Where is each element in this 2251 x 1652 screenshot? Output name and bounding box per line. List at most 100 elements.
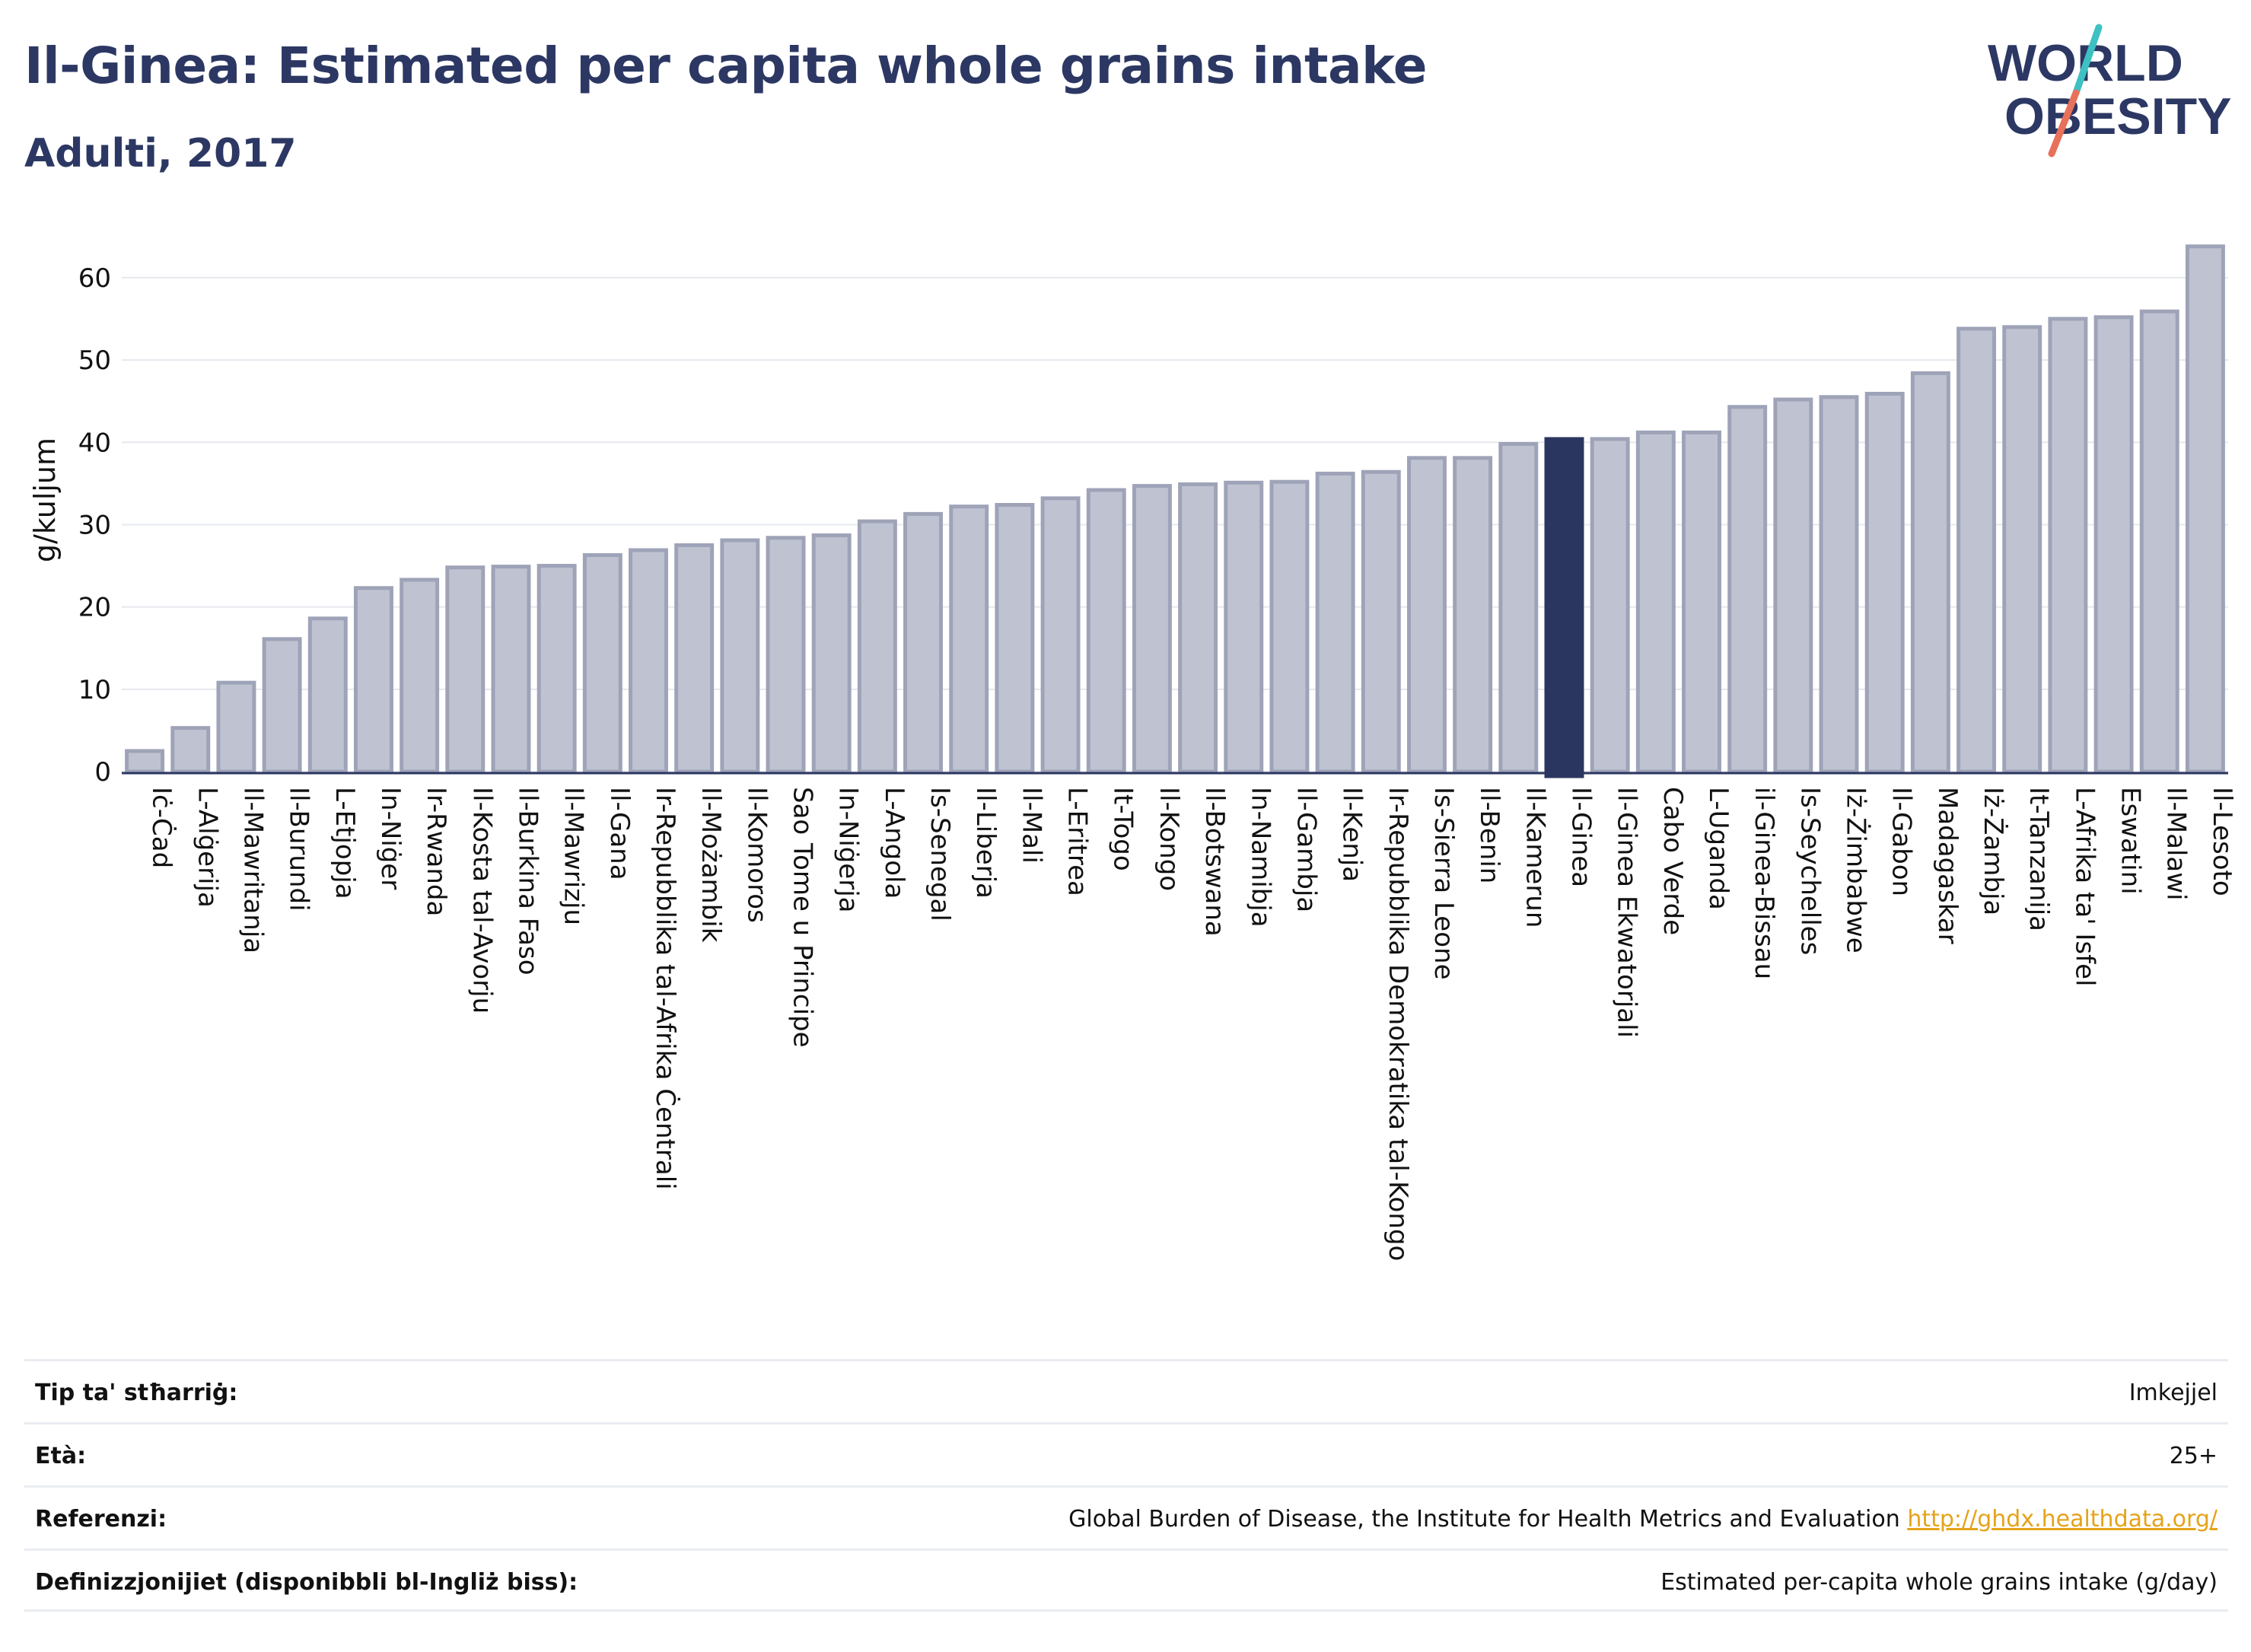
bar-il-mo-ambik[interactable] — [674, 543, 715, 774]
y-tick-label: 40 — [78, 428, 111, 458]
bar-is-seychelles[interactable] — [1773, 397, 1813, 774]
info-row-survey-type: Tip ta' stħarriġ: Imkejjel — [24, 1359, 2228, 1422]
bar-sao-tome-u-principe[interactable] — [766, 536, 806, 774]
x-tick-label: Il-Botswana — [1199, 787, 1230, 937]
bar-in-namibja[interactable] — [1224, 480, 1264, 774]
x-tick-label: Il-Kosta tal-Avorju — [466, 787, 497, 1014]
y-axis-label: g/kuljum — [28, 438, 62, 562]
x-tick-label: L-Angola — [879, 787, 909, 899]
x-tick-label: Il-Malawi — [2161, 787, 2192, 900]
bar-l-uganda[interactable] — [1682, 430, 1721, 774]
bar-il-gabon[interactable] — [1864, 391, 1905, 774]
x-tick-label: It-Tanzanija — [2023, 787, 2054, 931]
bar-madagaskar[interactable] — [1910, 371, 1950, 774]
bar-il-burkina-faso[interactable] — [491, 565, 531, 774]
bar-il-lesoto[interactable] — [2185, 244, 2225, 774]
x-tick-label: Is-Senegal — [925, 787, 955, 921]
x-tick-label: Il-Kongo — [1154, 787, 1184, 891]
bar-il-ginea[interactable] — [1544, 437, 1584, 778]
reference-link[interactable]: http://ghdx.healthdata.org/ — [1907, 1506, 2218, 1533]
bar-i-imbabwe[interactable] — [1819, 395, 1859, 774]
reference-text: Global Burden of Disease, the Institute … — [1068, 1506, 1900, 1533]
bar-il-kosta-tal-avorju[interactable] — [445, 565, 486, 774]
bar-il-malawi[interactable] — [2139, 309, 2179, 774]
x-tick-label: Il-Kenja — [1337, 787, 1367, 882]
x-tick-label: Il-Ginea — [1565, 787, 1596, 887]
bar-l-eritrea[interactable] — [1040, 496, 1081, 774]
x-tick-label: Ir-Repubblika Demokratika tal-Kongo — [1383, 787, 1413, 1261]
bar-il-mawritanja[interactable] — [216, 680, 256, 774]
bar-il-gambja[interactable] — [1269, 479, 1310, 774]
x-tick-label: Sao Tome u Principe — [788, 787, 818, 1048]
world-obesity-logo: WORLD OBESITY — [1988, 24, 2232, 158]
info-value: 25+ — [2169, 1443, 2218, 1469]
x-tick-label: Iċ-Ċad — [146, 787, 177, 868]
logo-slash-coral — [2048, 89, 2080, 158]
bar-eswatini[interactable] — [2093, 315, 2134, 774]
bar-i-ambja[interactable] — [1956, 326, 1997, 774]
x-tick-label: L-Eritrea — [1062, 787, 1093, 896]
x-tick-label: Il-Ginea Ekwatorjali — [1612, 787, 1642, 1038]
bar-it-togo[interactable] — [1086, 488, 1126, 774]
x-tick-label: Cabo Verde — [1657, 787, 1688, 935]
bar-ir-rwanda[interactable] — [400, 578, 440, 774]
bar-ir-repubblika-tal-afrika-entrali[interactable] — [629, 548, 668, 774]
bar-il-kenja[interactable] — [1315, 471, 1355, 774]
y-tick-label: 20 — [78, 593, 111, 623]
bar-il-kongo[interactable] — [1132, 484, 1172, 774]
bar-l-etjopja[interactable] — [307, 616, 348, 774]
x-tick-label: Il-Możambik — [696, 787, 726, 943]
info-row-age: Età: 25+ — [24, 1422, 2228, 1485]
bar-chart: 0 10 20 30 40 50 60 Iċ-Ċad L-Alġerija Il-Mawrita… — [28, 244, 2237, 1261]
x-tick-label: il-Ginea-Bissau — [1749, 787, 1779, 979]
info-label: Tip ta' stħarriġ: — [35, 1380, 238, 1406]
chart-subtitle: Adulti, 2017 — [24, 131, 297, 177]
x-tick-label: Ir-Repubblika tal-Afrika Ċentrali — [650, 787, 681, 1190]
bar-in-ni-er[interactable] — [353, 586, 393, 774]
bar-il-ginea-bissau[interactable] — [1727, 405, 1768, 774]
info-row-definitions: Definizzjonijiet (disponibbli bl-Ingliż … — [24, 1549, 2228, 1612]
bar-il-ginea-ekwatorjali[interactable] — [1590, 437, 1630, 774]
x-tick-label: Eswatini — [2116, 787, 2146, 895]
bar-i-ad[interactable] — [125, 749, 165, 774]
x-tick-label: Il-Burundi — [284, 787, 314, 912]
bar-il-komoros[interactable] — [720, 538, 760, 774]
x-tick-label: Il-Lesoto — [2207, 787, 2237, 896]
x-tick-label: Is-Seychelles — [1794, 787, 1825, 955]
y-tick-label: 0 — [94, 757, 111, 788]
bar-it-tanzanija[interactable] — [2002, 325, 2042, 774]
x-tick-label: L-Etjopja — [330, 787, 360, 899]
x-tick-label: Madagaskar — [1932, 787, 1963, 944]
bar-il-mawrizju[interactable] — [536, 564, 577, 774]
bar-l-angola[interactable] — [857, 519, 897, 774]
bar-l-afrika-ta-isfel[interactable] — [2048, 317, 2088, 774]
bar-il-mali[interactable] — [995, 502, 1035, 774]
bar-il-liberja[interactable] — [949, 505, 989, 774]
bar-il-gana[interactable] — [582, 552, 622, 774]
bar-ir-repubblika-demokratika-tal-kongo[interactable] — [1361, 469, 1401, 774]
bar-il-kamerun[interactable] — [1498, 441, 1539, 774]
bar-cabo-verde[interactable] — [1635, 430, 1676, 774]
y-tick-label: 30 — [78, 510, 111, 540]
bar-is-sierra-leone[interactable] — [1406, 456, 1447, 774]
x-tick-label: It-Togo — [1108, 787, 1138, 871]
info-label: Definizzjonijiet (disponibbli bl-Ingliż … — [35, 1569, 578, 1596]
x-tick-label: Ir-Rwanda — [421, 787, 451, 916]
bar-il-botswana[interactable] — [1178, 482, 1218, 774]
bar-il-benin[interactable] — [1453, 456, 1493, 774]
bar-is-senegal[interactable] — [903, 511, 944, 774]
x-tick-label: L-Afrika ta' Isfel — [2069, 787, 2100, 986]
y-axis-ticks: 0 10 20 30 40 50 60 — [78, 263, 111, 788]
x-tick-label: Il-Gambja — [1291, 787, 1321, 912]
info-table: Tip ta' stħarriġ: Imkejjel Età: 25+ Refe… — [24, 1359, 2228, 1612]
bar-in-ni-erja[interactable] — [811, 533, 852, 774]
x-tick-label: Il-Mali — [1016, 787, 1046, 864]
info-value: Imkejjel — [2128, 1380, 2218, 1406]
info-row-references: Referenzi: Global Burden of Disease, the… — [24, 1485, 2228, 1549]
x-tick-label: L-Uganda — [1703, 787, 1734, 910]
x-tick-label: Iż-Żambja — [1978, 787, 2008, 915]
y-tick-label: 10 — [78, 675, 111, 705]
x-tick-label: Il-Mawrizju — [559, 787, 589, 925]
bar-l-al-erija[interactable] — [170, 726, 211, 774]
bar-il-burundi[interactable] — [262, 637, 302, 774]
